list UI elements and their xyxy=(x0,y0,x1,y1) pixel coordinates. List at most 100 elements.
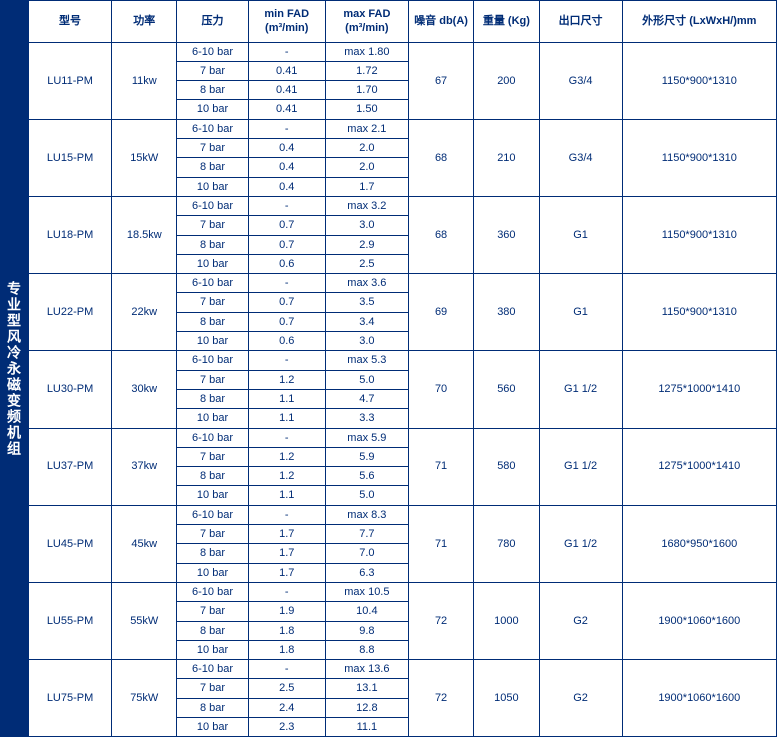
cell-pressure: 8 bar xyxy=(177,467,248,486)
cell-pressure: 8 bar xyxy=(177,621,248,640)
cell-pressure: 7 bar xyxy=(177,139,248,158)
cell-minfad: 2.5 xyxy=(248,679,325,698)
cell-dims: 1275*1000*1410 xyxy=(622,351,776,428)
cell-minfad: 1.7 xyxy=(248,544,325,563)
cell-model: LU15-PM xyxy=(29,119,112,196)
cell-power: 18.5kw xyxy=(112,196,177,273)
cell-pressure: 7 bar xyxy=(177,525,248,544)
table-row: LU22-PM22kw6-10 bar-max 3.669380G11150*9… xyxy=(29,274,777,293)
cell-weight: 560 xyxy=(474,351,539,428)
cell-weight: 360 xyxy=(474,196,539,273)
cell-minfad: - xyxy=(248,582,325,601)
cell-outlet: G1 1/2 xyxy=(539,351,622,428)
cell-outlet: G1 xyxy=(539,196,622,273)
th-model: 型号 xyxy=(29,1,112,43)
th-pressure: 压力 xyxy=(177,1,248,43)
cell-pressure: 10 bar xyxy=(177,409,248,428)
cell-maxfad: 1.7 xyxy=(325,177,408,196)
cell-model: LU18-PM xyxy=(29,196,112,273)
cell-pressure: 8 bar xyxy=(177,389,248,408)
th-minfad: min FAD (m³/min) xyxy=(248,1,325,43)
cell-maxfad: max 3.2 xyxy=(325,196,408,215)
cell-maxfad: 2.0 xyxy=(325,139,408,158)
cell-pressure: 6-10 bar xyxy=(177,42,248,61)
cell-power: 30kw xyxy=(112,351,177,428)
cell-maxfad: 5.0 xyxy=(325,370,408,389)
cell-minfad: 0.4 xyxy=(248,139,325,158)
cell-maxfad: 3.0 xyxy=(325,216,408,235)
cell-weight: 380 xyxy=(474,274,539,351)
cell-minfad: 0.7 xyxy=(248,312,325,331)
cell-pressure: 6-10 bar xyxy=(177,119,248,138)
cell-pressure: 6-10 bar xyxy=(177,274,248,293)
th-maxfad: max FAD (m³/min) xyxy=(325,1,408,43)
cell-minfad: 0.41 xyxy=(248,100,325,119)
cell-minfad: - xyxy=(248,505,325,524)
cell-minfad: - xyxy=(248,274,325,293)
cell-pressure: 7 bar xyxy=(177,61,248,80)
cell-minfad: - xyxy=(248,196,325,215)
cell-maxfad: 2.9 xyxy=(325,235,408,254)
cell-minfad: - xyxy=(248,119,325,138)
cell-maxfad: max 8.3 xyxy=(325,505,408,524)
cell-maxfad: 1.50 xyxy=(325,100,408,119)
cell-minfad: 1.8 xyxy=(248,621,325,640)
cell-power: 15kW xyxy=(112,119,177,196)
cell-minfad: 2.3 xyxy=(248,717,325,736)
cell-maxfad: 10.4 xyxy=(325,602,408,621)
cell-minfad: - xyxy=(248,351,325,370)
cell-minfad: 0.7 xyxy=(248,293,325,312)
table-row: LU55-PM55kW6-10 bar-max 10.5721000G21900… xyxy=(29,582,777,601)
cell-minfad: - xyxy=(248,428,325,447)
cell-pressure: 7 bar xyxy=(177,602,248,621)
cell-outlet: G2 xyxy=(539,582,622,659)
th-outlet: 出口尺寸 xyxy=(539,1,622,43)
sidebar-title: 专业型风冷永磁变频机组 xyxy=(0,0,28,737)
cell-maxfad: max 5.9 xyxy=(325,428,408,447)
cell-noise: 72 xyxy=(408,582,473,659)
cell-noise: 71 xyxy=(408,428,473,505)
table-row: LU15-PM15kW6-10 bar-max 2.168210G3/41150… xyxy=(29,119,777,138)
cell-dims: 1150*900*1310 xyxy=(622,42,776,119)
cell-minfad: 0.4 xyxy=(248,158,325,177)
cell-pressure: 8 bar xyxy=(177,158,248,177)
table-row: LU18-PM18.5kw6-10 bar-max 3.268360G11150… xyxy=(29,196,777,215)
cell-model: LU30-PM xyxy=(29,351,112,428)
cell-minfad: 0.7 xyxy=(248,216,325,235)
cell-maxfad: 5.9 xyxy=(325,447,408,466)
cell-minfad: 1.2 xyxy=(248,447,325,466)
header-row: 型号 功率 压力 min FAD (m³/min) max FAD (m³/mi… xyxy=(29,1,777,43)
cell-pressure: 6-10 bar xyxy=(177,196,248,215)
cell-weight: 1000 xyxy=(474,582,539,659)
cell-maxfad: 7.0 xyxy=(325,544,408,563)
cell-pressure: 7 bar xyxy=(177,370,248,389)
cell-outlet: G3/4 xyxy=(539,42,622,119)
table-row: LU37-PM37kw6-10 bar-max 5.971580G1 1/212… xyxy=(29,428,777,447)
cell-maxfad: 9.8 xyxy=(325,621,408,640)
cell-pressure: 8 bar xyxy=(177,81,248,100)
cell-minfad: 0.6 xyxy=(248,254,325,273)
cell-maxfad: 13.1 xyxy=(325,679,408,698)
cell-noise: 72 xyxy=(408,660,473,737)
cell-maxfad: 2.0 xyxy=(325,158,408,177)
cell-noise: 69 xyxy=(408,274,473,351)
cell-dims: 1150*900*1310 xyxy=(622,119,776,196)
cell-minfad: 1.9 xyxy=(248,602,325,621)
th-power: 功率 xyxy=(112,1,177,43)
cell-power: 55kW xyxy=(112,582,177,659)
cell-maxfad: 3.5 xyxy=(325,293,408,312)
cell-noise: 67 xyxy=(408,42,473,119)
cell-minfad: 1.1 xyxy=(248,389,325,408)
cell-power: 75kW xyxy=(112,660,177,737)
cell-pressure: 8 bar xyxy=(177,698,248,717)
cell-dims: 1150*900*1310 xyxy=(622,274,776,351)
cell-model: LU22-PM xyxy=(29,274,112,351)
table-row: LU30-PM30kw6-10 bar-max 5.370560G1 1/212… xyxy=(29,351,777,370)
cell-pressure: 8 bar xyxy=(177,235,248,254)
cell-pressure: 10 bar xyxy=(177,254,248,273)
cell-minfad: 1.8 xyxy=(248,640,325,659)
table-row: LU11-PM11kw6-10 bar-max 1.8067200G3/4115… xyxy=(29,42,777,61)
cell-minfad: 1.2 xyxy=(248,467,325,486)
cell-pressure: 6-10 bar xyxy=(177,505,248,524)
cell-pressure: 6-10 bar xyxy=(177,660,248,679)
